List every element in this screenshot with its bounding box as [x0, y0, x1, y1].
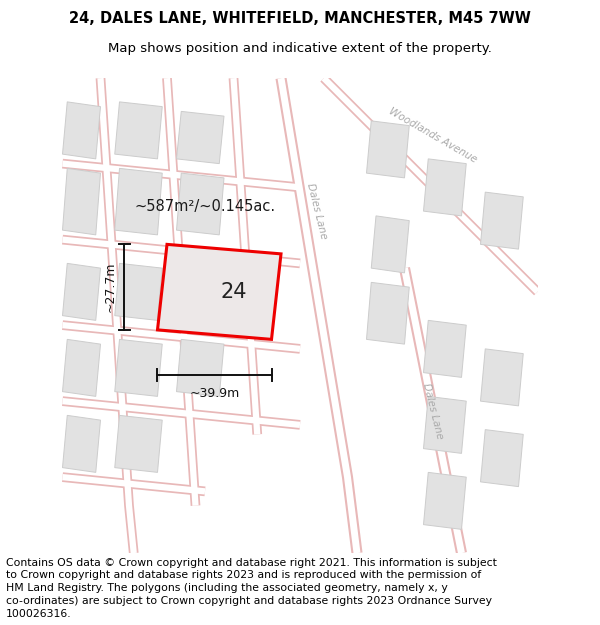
Text: ~39.9m: ~39.9m: [190, 387, 239, 400]
Polygon shape: [115, 168, 162, 235]
Polygon shape: [115, 339, 162, 396]
Text: Contains OS data © Crown copyright and database right 2021. This information is : Contains OS data © Crown copyright and d…: [6, 558, 497, 619]
Polygon shape: [481, 349, 523, 406]
Text: Dales Lane: Dales Lane: [421, 382, 445, 439]
Text: ~587m²/~0.145ac.: ~587m²/~0.145ac.: [134, 199, 275, 214]
Polygon shape: [367, 121, 409, 178]
Polygon shape: [115, 263, 162, 321]
Text: 24, DALES LANE, WHITEFIELD, MANCHESTER, M45 7WW: 24, DALES LANE, WHITEFIELD, MANCHESTER, …: [69, 11, 531, 26]
Polygon shape: [481, 429, 523, 487]
Text: Map shows position and indicative extent of the property.: Map shows position and indicative extent…: [108, 42, 492, 54]
Polygon shape: [176, 173, 224, 235]
Polygon shape: [62, 102, 100, 159]
Polygon shape: [157, 244, 281, 339]
Polygon shape: [176, 339, 224, 396]
Polygon shape: [367, 282, 409, 344]
Polygon shape: [424, 472, 466, 529]
Polygon shape: [62, 263, 100, 321]
Text: Woodlands Avenue: Woodlands Avenue: [387, 106, 479, 164]
Text: Dales Lane: Dales Lane: [305, 182, 328, 240]
Polygon shape: [115, 416, 162, 472]
Polygon shape: [424, 396, 466, 453]
Polygon shape: [176, 111, 224, 164]
Polygon shape: [424, 321, 466, 378]
Text: 24: 24: [220, 282, 247, 302]
Text: ~27.7m: ~27.7m: [104, 262, 117, 312]
Polygon shape: [424, 159, 466, 216]
Polygon shape: [62, 416, 100, 472]
Polygon shape: [481, 192, 523, 249]
Polygon shape: [176, 263, 224, 321]
Polygon shape: [62, 168, 100, 235]
Polygon shape: [115, 102, 162, 159]
Polygon shape: [62, 339, 100, 396]
Polygon shape: [371, 216, 409, 273]
